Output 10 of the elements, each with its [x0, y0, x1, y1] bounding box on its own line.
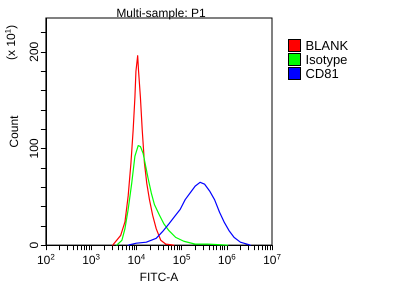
legend-label: CD81 — [306, 66, 339, 81]
chart-title: Multi-sample: P1 — [116, 6, 206, 20]
y-tick-label: 100 — [26, 138, 41, 158]
y-tick-label: 200 — [26, 41, 41, 62]
text: (x 101) — [4, 24, 18, 60]
y-tick-label: 0 — [26, 241, 41, 248]
legend-label: Isotype — [306, 52, 348, 67]
x-axis-title: FITC-A — [140, 270, 178, 284]
y-axis-title: Count — [7, 114, 21, 148]
legend-label: BLANK — [306, 38, 348, 53]
